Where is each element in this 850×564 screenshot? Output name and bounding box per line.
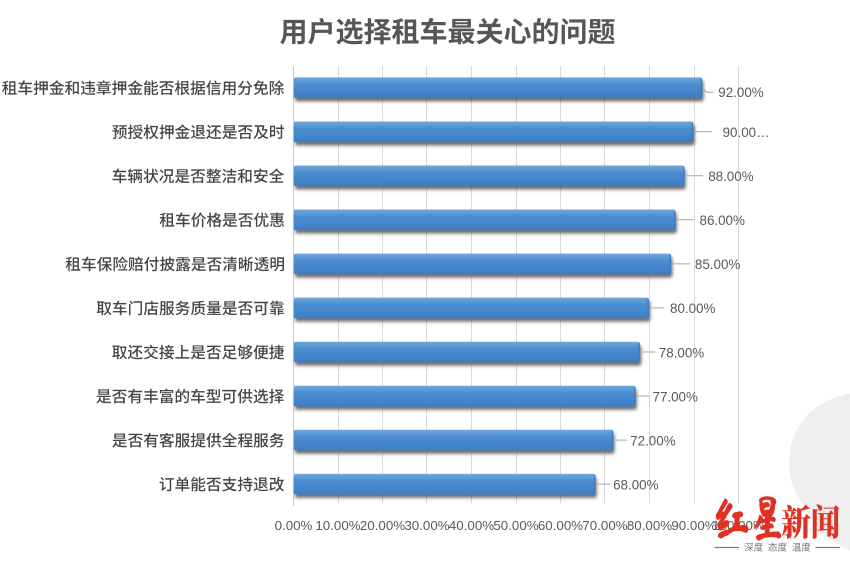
svg-text:80.00%: 80.00%	[627, 518, 672, 533]
svg-text:80.00%: 80.00%	[670, 301, 716, 316]
svg-text:30.00%: 30.00%	[404, 518, 449, 533]
svg-text:77.00%: 77.00%	[653, 389, 699, 404]
svg-text:88.00%: 88.00%	[708, 169, 754, 184]
svg-text:85.00%: 85.00%	[695, 257, 741, 272]
svg-text:50.00%: 50.00%	[493, 518, 538, 533]
svg-text:70.00%: 70.00%	[582, 518, 627, 533]
svg-text:60.00%: 60.00%	[538, 518, 583, 533]
svg-text:0.00%: 0.00%	[275, 518, 313, 533]
svg-text:86.00%: 86.00%	[700, 213, 746, 228]
svg-text:20.00%: 20.00%	[360, 518, 405, 533]
svg-text:72.00%: 72.00%	[630, 433, 676, 448]
svg-text:10.00%: 10.00%	[315, 518, 360, 533]
svg-text:92.00%: 92.00%	[718, 85, 764, 100]
svg-text:40.00%: 40.00%	[449, 518, 494, 533]
svg-text:68.00%: 68.00%	[613, 477, 659, 492]
svg-text:90.00…: 90.00…	[723, 125, 770, 140]
svg-text:78.00%: 78.00%	[659, 345, 705, 360]
svg-text:90.00%: 90.00%	[671, 518, 716, 533]
